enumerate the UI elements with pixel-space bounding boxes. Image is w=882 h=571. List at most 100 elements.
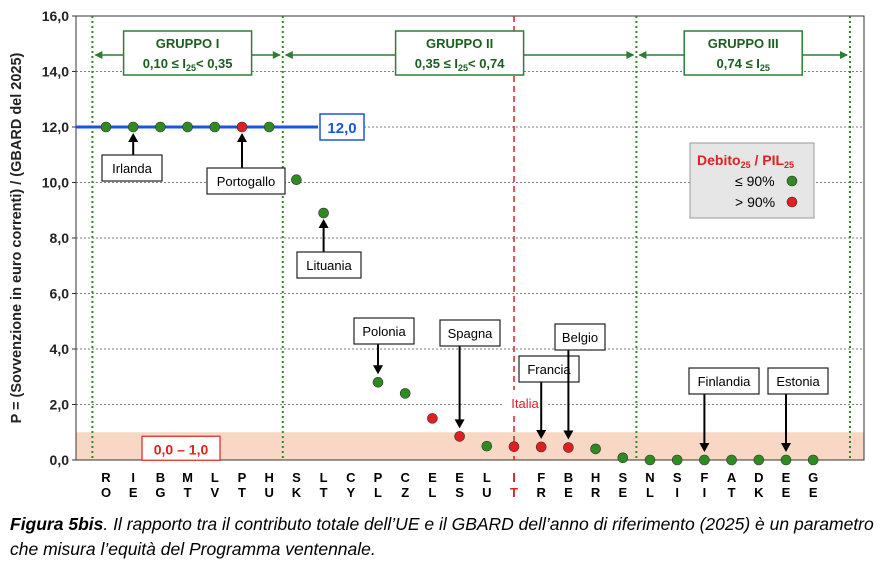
x-tick-label: I — [703, 485, 707, 500]
band-label: 0,0 – 1,0 — [154, 441, 209, 457]
data-point — [726, 454, 737, 466]
x-tick-label: S — [292, 470, 301, 485]
data-point — [100, 121, 112, 133]
x-tick-label: F — [700, 470, 708, 485]
data-point — [291, 174, 302, 186]
x-tick-label: E — [564, 485, 573, 500]
x-tick-label: L — [428, 485, 436, 500]
data-point — [155, 121, 166, 133]
annotation-label: Portogallo — [217, 174, 276, 189]
annotation-label: Estonia — [776, 374, 820, 389]
data-point — [753, 454, 765, 466]
x-tick-label: Y — [346, 485, 355, 500]
data-point — [427, 413, 438, 424]
caption-label: Figura 5bis — [10, 514, 104, 534]
x-tick-label: L — [483, 470, 491, 485]
x-tick-label: T — [184, 485, 192, 500]
x-tick-label: I — [675, 485, 679, 500]
group-range: 0,35 ≤ I25< 0,74 — [415, 56, 506, 73]
annotation-arrowhead — [237, 133, 247, 142]
group-arrow-head — [638, 51, 647, 59]
x-tick-label: E — [618, 485, 627, 500]
x-tick-label: M — [182, 470, 193, 485]
group-arrow-head — [94, 51, 103, 59]
annotation-arrowhead — [699, 443, 710, 452]
annotation-label: Belgio — [562, 330, 598, 345]
annotation-arrowhead — [536, 429, 547, 439]
x-tick-label: L — [211, 470, 219, 485]
annotation-arrowhead — [563, 430, 574, 440]
y-tick-label: 10,0 — [42, 175, 69, 191]
data-point — [481, 440, 493, 452]
x-tick-label: V — [210, 485, 219, 500]
y-tick-label: 8,0 — [50, 230, 70, 246]
band-label-box — [141, 435, 221, 461]
x-tick-label: N — [645, 470, 654, 485]
x-tick-label: H — [591, 470, 600, 485]
annotation-label: Polonia — [362, 324, 406, 339]
x-tick-label: R — [591, 485, 601, 500]
group-box — [394, 30, 525, 76]
legend-label: > 90% — [735, 194, 775, 210]
data-point — [617, 452, 629, 464]
x-tick-label: C — [401, 470, 411, 485]
x-tick-label: P — [238, 470, 247, 485]
y-axis-label: P = (Sovvenzione in euro correnti) / (GB… — [9, 52, 25, 423]
annotation-label: Italia — [511, 396, 539, 411]
data-point — [590, 443, 601, 455]
x-tick-label: Z — [401, 485, 409, 500]
data-point — [454, 431, 465, 442]
annotation-box — [206, 167, 286, 195]
x-tick-label: U — [265, 485, 274, 500]
annotation-box — [688, 367, 760, 395]
y-tick-label: 2,0 — [50, 397, 70, 413]
x-tick-label: A — [727, 470, 737, 485]
y-tick-label: 14,0 — [42, 64, 69, 80]
caption-text: . Il rapporto tra il contributo totale d… — [10, 514, 874, 559]
annotation-arrowhead — [781, 443, 791, 452]
y-tick-label: 6,0 — [50, 286, 70, 302]
x-tick-label: I — [512, 470, 516, 485]
x-tick-label: B — [156, 470, 165, 485]
x-tick-label: R — [537, 485, 547, 500]
annotation-label: Irlanda — [112, 161, 153, 176]
x-tick-label: E — [455, 470, 464, 485]
data-point — [182, 121, 193, 133]
x-tick-label: E — [809, 485, 818, 500]
x-tick-label: K — [292, 485, 302, 500]
x-tick-label: F — [537, 470, 545, 485]
group-range: 0,74 ≤ I25 — [717, 56, 770, 73]
x-tick-label: D — [754, 470, 763, 485]
group-title: GRUPPO I — [156, 36, 220, 51]
annotation-label: Francia — [527, 362, 571, 377]
x-tick-label: T — [728, 485, 736, 500]
group-arrow-head — [626, 51, 635, 59]
y-tick-label: 0,0 — [50, 452, 70, 468]
data-point — [318, 207, 329, 219]
group-range: 0,10 ≤ I25< 0,35 — [143, 56, 233, 73]
annotation-box — [554, 323, 606, 351]
x-tick-label: B — [564, 470, 573, 485]
data-point — [236, 121, 248, 133]
x-tick-label: L — [374, 485, 382, 500]
x-tick-label: E — [129, 485, 138, 500]
group-arrow-head — [284, 51, 293, 59]
x-tick-label: R — [101, 470, 111, 485]
x-tick-label: T — [510, 485, 518, 500]
x-tick-label: G — [808, 470, 818, 485]
annotation-box — [767, 367, 829, 395]
data-point — [209, 121, 221, 133]
data-point — [399, 388, 411, 399]
x-tick-label: O — [101, 485, 111, 500]
annotation-box — [101, 154, 163, 182]
data-point — [644, 454, 656, 466]
data-point — [127, 121, 139, 133]
x-tick-label: T — [238, 485, 246, 500]
y-tick-label: 12,0 — [42, 119, 69, 135]
x-tick-label: C — [346, 470, 356, 485]
x-tick-label: P — [374, 470, 383, 485]
legend-marker — [786, 196, 798, 208]
x-tick-label: K — [754, 485, 764, 500]
x-tick-label: I — [131, 470, 135, 485]
group-box — [683, 30, 803, 76]
